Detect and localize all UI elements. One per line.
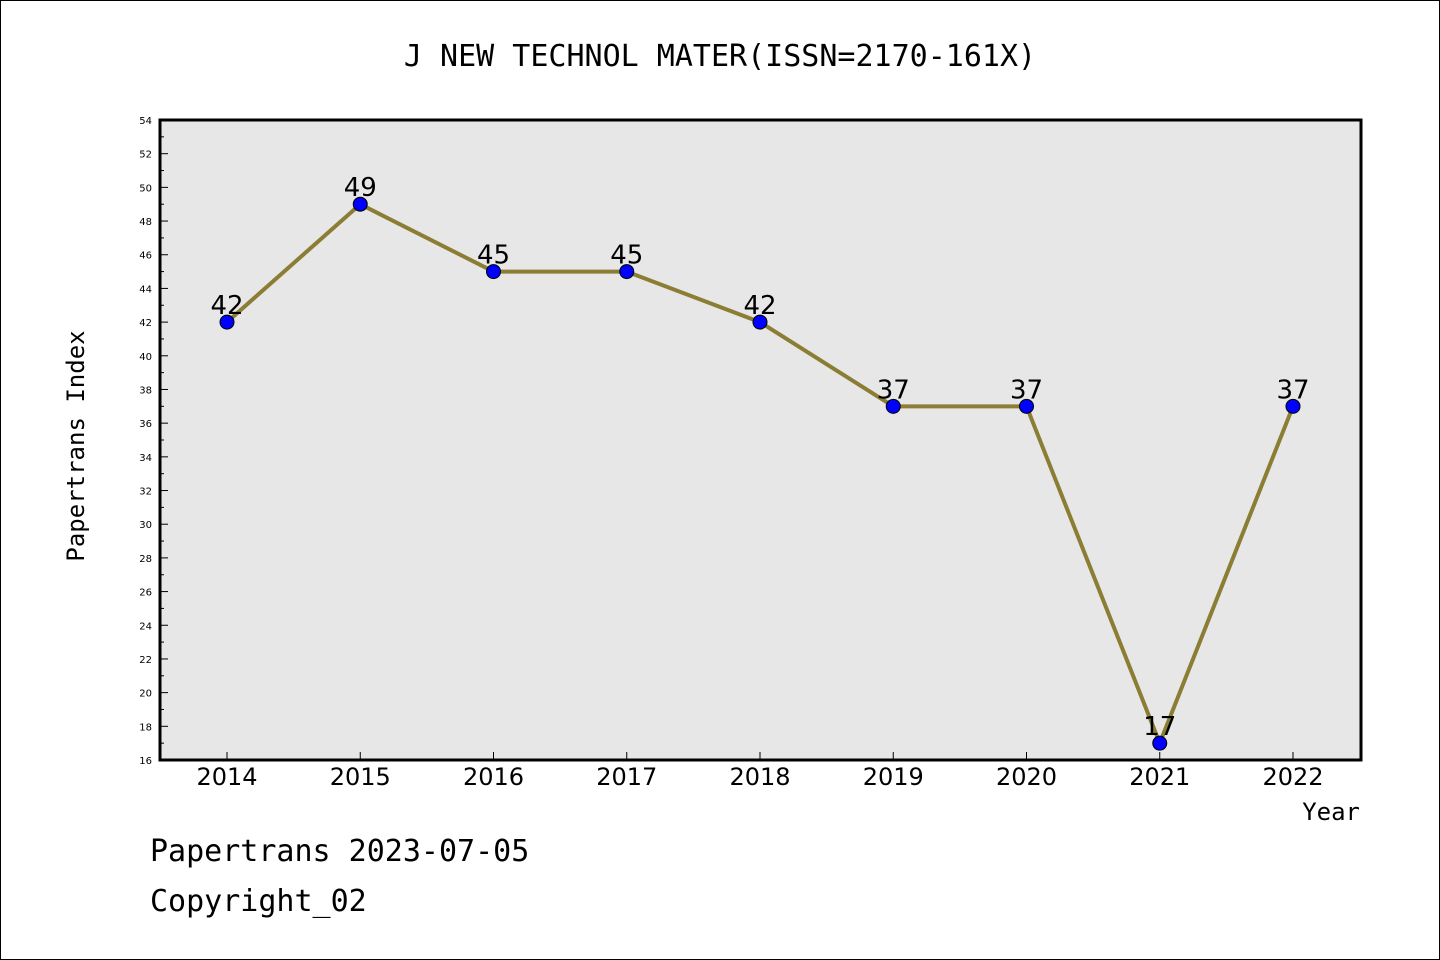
- data-point: [219, 314, 235, 330]
- x-tick-label: 2022: [1262, 763, 1323, 791]
- data-point: [619, 264, 635, 280]
- footer-date-text: Papertrans 2023-07-05: [150, 834, 530, 869]
- y-tick-label: 46: [139, 251, 152, 262]
- y-axis-label: Papertrans Index: [62, 330, 90, 561]
- data-point: [486, 264, 501, 280]
- y-tick-label: 44: [139, 284, 152, 295]
- y-tick-label: 40: [139, 352, 152, 363]
- series-layer: 42 49 45 45 42 37 37 17 37: [210, 173, 1310, 751]
- data-point: [752, 314, 768, 330]
- y-tick-label: 16: [139, 756, 152, 767]
- y-tick-label: 28: [139, 554, 152, 565]
- data-point: [1285, 398, 1301, 414]
- x-tick-label: 2015: [330, 763, 391, 791]
- data-label: 37: [1276, 375, 1309, 405]
- data-label: 45: [477, 241, 510, 271]
- plot-border: [158, 118, 1363, 762]
- x-tick-label: 2014: [196, 763, 257, 791]
- y-tick-label: 38: [139, 385, 152, 396]
- data-label: 42: [210, 291, 243, 321]
- y-tick-label: 24: [139, 621, 152, 632]
- y-tick-label: 54: [139, 116, 152, 127]
- x-axis-ticks: 2014 2015 2016 2017 2018 2019 2020 2021 2022: [196, 752, 1324, 791]
- y-tick-label: 20: [139, 689, 152, 700]
- y-tick-label: 26: [139, 588, 152, 599]
- x-tick-label: 2021: [1129, 763, 1190, 791]
- data-point: [1019, 398, 1034, 414]
- data-label: 37: [877, 375, 910, 405]
- x-tick-label: 2017: [596, 763, 657, 791]
- y-tick-label: 36: [139, 419, 152, 430]
- y-tick-label: 18: [139, 722, 152, 733]
- footer-copyright-text: Copyright_02: [150, 884, 367, 919]
- y-axis-ticks: 16 18 20 22 24 26 28 30 32 34 36 38 40 42 44 46 48 50 52 54: [139, 116, 168, 767]
- data-point: [352, 196, 368, 212]
- x-tick-label: 2020: [996, 763, 1057, 791]
- y-tick-label: 48: [139, 217, 152, 228]
- x-tick-label: 2019: [863, 763, 924, 791]
- data-point: [1152, 735, 1168, 751]
- data-label: 49: [344, 173, 377, 203]
- data-point: [885, 398, 901, 414]
- data-label: 45: [610, 241, 643, 271]
- y-tick-label: 42: [139, 318, 152, 329]
- plot-area: [160, 120, 1361, 760]
- x-axis-label: Year: [1302, 798, 1360, 826]
- y-tick-label: 50: [139, 183, 152, 194]
- y-tick-label: 32: [139, 487, 152, 498]
- x-tick-label: 2016: [463, 763, 524, 791]
- data-label: 17: [1143, 712, 1176, 742]
- chart-title: J NEW TECHNOL MATER(ISSN=2170-161X): [404, 39, 1036, 74]
- y-tick-label: 22: [139, 655, 152, 666]
- y-tick-label: 34: [139, 453, 152, 464]
- data-label: 37: [1010, 375, 1043, 405]
- x-tick-label: 2018: [729, 763, 790, 791]
- y-tick-label: 52: [139, 150, 152, 161]
- y-tick-label: 30: [139, 520, 152, 531]
- data-label: 42: [743, 291, 776, 321]
